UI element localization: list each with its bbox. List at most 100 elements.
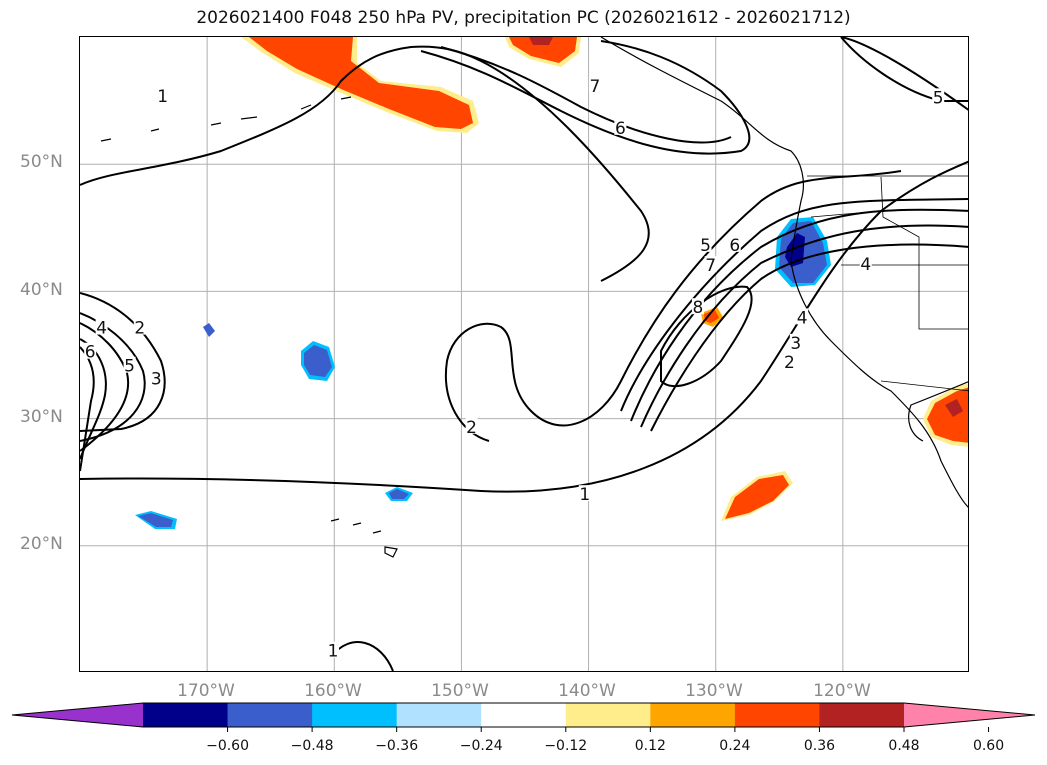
precip-positive-aleutian-core bbox=[249, 37, 473, 129]
contour-label-bg bbox=[84, 342, 97, 359]
coastline-baja bbox=[908, 381, 968, 442]
precip-positive-gulf-alaska-max bbox=[529, 37, 553, 45]
colorbar-tick-label: −0.48 bbox=[290, 738, 334, 754]
pv-contour-label: 4 bbox=[860, 255, 871, 275]
lon-label-150w: 150°W bbox=[431, 681, 489, 701]
precip-negative-oregon-core bbox=[785, 233, 805, 267]
contour-label-bg bbox=[796, 308, 809, 325]
colorbar-swatch bbox=[734, 703, 820, 727]
colorbar-tick-label: 0.60 bbox=[972, 738, 1005, 754]
precipitation-shading bbox=[135, 37, 968, 529]
colorbar-tick-label: −0.60 bbox=[206, 738, 249, 754]
colorbar-tick-label: −0.12 bbox=[544, 738, 588, 754]
colorbar-swatch bbox=[227, 703, 313, 727]
colorbar-tick-label: −0.24 bbox=[459, 738, 503, 754]
lon-label-170w: 170°W bbox=[177, 681, 235, 701]
precip-negative-dateline-dot bbox=[203, 323, 215, 337]
precip-negative-west-core bbox=[138, 513, 173, 527]
colorbar-swatches bbox=[11, 702, 1036, 732]
pv-contour-label: 1 bbox=[157, 87, 168, 107]
border-state-lines bbox=[810, 176, 968, 392]
pv-contour-label: 3 bbox=[151, 369, 162, 389]
pv-contour-label: 6 bbox=[85, 343, 96, 363]
contour-label-bg bbox=[783, 352, 796, 369]
colorbar-swatch bbox=[819, 703, 905, 727]
contour-label-bg bbox=[728, 235, 741, 252]
colorbar-extend-low bbox=[12, 703, 143, 727]
contour-label-bg bbox=[150, 369, 163, 386]
pv-contour-label: 8 bbox=[693, 298, 704, 318]
colorbar-swatch bbox=[312, 703, 398, 727]
pv-contour-label: 5 bbox=[933, 88, 944, 108]
colorbar-tick-label: 0.48 bbox=[888, 738, 920, 754]
contour-label-bg bbox=[932, 88, 945, 105]
pv-contour-4 bbox=[80, 208, 968, 452]
precip-positive-baja-max bbox=[945, 399, 963, 417]
pv-contour-label: 4 bbox=[96, 319, 107, 339]
pv-contour-label: 5 bbox=[700, 236, 711, 256]
pv-contour-label: 1 bbox=[328, 642, 339, 662]
contour-label-bg bbox=[327, 641, 340, 658]
pv-contour-label: 6 bbox=[729, 236, 740, 256]
colorbar-swatch bbox=[481, 703, 567, 727]
contour-label-bg bbox=[699, 235, 712, 252]
precip-negative-hawaii-core bbox=[389, 489, 409, 499]
lon-label-120w: 120°W bbox=[813, 681, 871, 701]
pv-contour-label: 3 bbox=[790, 334, 801, 354]
map-title: 2026021400 F048 250 hPa PV, precipitatio… bbox=[196, 8, 851, 28]
pv-contour-1 bbox=[80, 37, 968, 671]
contour-label-bg bbox=[156, 87, 169, 104]
colorbar-swatch bbox=[143, 703, 229, 727]
colorbar-swatch bbox=[650, 703, 736, 727]
colorbar-swatch bbox=[396, 703, 482, 727]
hawaiian-islands bbox=[330, 518, 398, 558]
colorbar-swatch bbox=[565, 703, 651, 727]
lon-label-130w: 130°W bbox=[685, 681, 743, 701]
precip-positive-subtropical-core bbox=[725, 475, 789, 519]
lat-label-40n: 40°N bbox=[20, 280, 63, 300]
aleutian-islands bbox=[100, 96, 352, 142]
contour-label-bg bbox=[133, 318, 146, 335]
pv-contours bbox=[80, 37, 968, 671]
pv-contour-label: 4 bbox=[797, 308, 808, 328]
precip-positive-gulf-alaska-core bbox=[509, 37, 577, 63]
contour-label-bg bbox=[691, 298, 704, 315]
lat-label-50n: 50°N bbox=[20, 152, 63, 172]
pv-contour-8 bbox=[440, 46, 732, 144]
pv-contour-7 bbox=[420, 40, 751, 155]
pv-contour-6 bbox=[80, 243, 968, 472]
lat-label-30n: 30°N bbox=[20, 407, 63, 427]
colorbar-extend-high bbox=[904, 703, 1035, 727]
political-borders bbox=[807, 175, 968, 392]
contour-label-bg bbox=[704, 256, 717, 273]
contour-label-bg bbox=[859, 254, 872, 271]
pv-contour-label: 1 bbox=[579, 485, 590, 505]
colorbar-outline bbox=[11, 702, 1036, 728]
precip-positive-small-ne-pacific-core bbox=[704, 310, 719, 323]
lon-label-160w: 160°W bbox=[304, 681, 362, 701]
contour-label-bg bbox=[95, 318, 108, 335]
pv-contour-label: 2 bbox=[466, 418, 477, 438]
pv-contour-label: 7 bbox=[590, 77, 601, 97]
colorbar-tick-label: 0.36 bbox=[803, 738, 836, 754]
colorbar-tick-label: −0.36 bbox=[375, 738, 419, 754]
contour-label-bg bbox=[588, 76, 601, 93]
coastlines bbox=[100, 37, 968, 558]
pv-contour-2 bbox=[80, 170, 902, 442]
precip-negative-central-pacific-core bbox=[304, 345, 332, 377]
coastline-north-america bbox=[600, 37, 968, 508]
pv-contour-label: 2 bbox=[134, 319, 145, 339]
pv-contour-label: 7 bbox=[705, 256, 716, 276]
contour-label-bg bbox=[614, 118, 627, 135]
lat-label-20n: 20°N bbox=[20, 534, 63, 554]
pv-contour-label: 2 bbox=[784, 353, 795, 373]
pv-contour-label: 6 bbox=[615, 119, 626, 139]
colorbar-tick-label: 0.24 bbox=[719, 738, 751, 754]
lon-label-140w: 140°W bbox=[558, 681, 616, 701]
gridlines bbox=[80, 37, 968, 671]
contour-label-bg bbox=[465, 417, 478, 434]
